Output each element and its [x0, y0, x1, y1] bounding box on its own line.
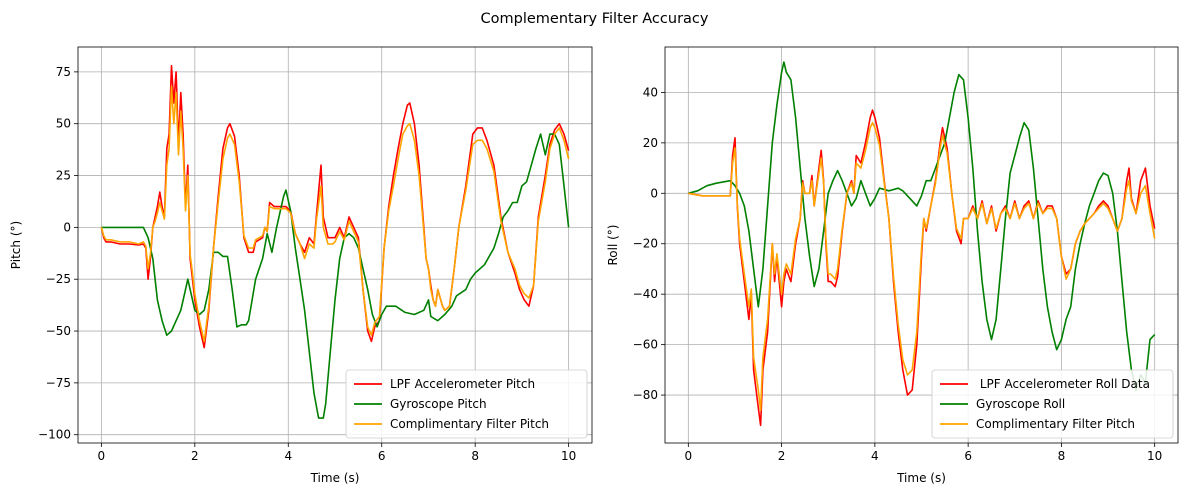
legend-label: Gyroscope Roll	[976, 397, 1065, 411]
x-tick-label: 8	[471, 449, 479, 463]
y-tick-label: −25	[46, 272, 71, 286]
y-tick-label: 20	[643, 136, 658, 150]
x-tick-label: 10	[1147, 449, 1162, 463]
x-tick-label: 0	[98, 449, 106, 463]
legend-label: LPF Accelerometer Roll Data	[976, 377, 1150, 391]
y-tick-label: 0	[63, 220, 71, 234]
y-tick-label: −75	[46, 376, 71, 390]
x-tick-label: 4	[284, 449, 292, 463]
legend-label: Complimentary Filter Pitch	[976, 417, 1135, 431]
y-tick-label: −100	[38, 428, 71, 442]
y-tick-label: −40	[633, 287, 658, 301]
roll-plot: 0 2 4 6 8 10 −80 −60 −40 −20 0 20 40 Time (s) Roll (°)…	[606, 46, 1179, 485]
legend-label: Complimentary Filter Pitch	[390, 417, 549, 431]
y-tick-label: −20	[633, 237, 658, 251]
x-tick-label: 8	[1058, 449, 1066, 463]
x-axis-label: Time (s)	[896, 471, 946, 485]
legend-box	[345, 369, 588, 439]
legend-box	[931, 369, 1174, 439]
y-tick-label: 25	[56, 169, 71, 183]
x-tick-label: 2	[191, 449, 199, 463]
y-axis-label: Pitch (°)	[9, 221, 23, 269]
y-tick-label: −80	[633, 388, 658, 402]
legend: LPF Accelerometer Roll Data Gyroscope Rol…	[931, 369, 1174, 439]
x-tick-label: 6	[378, 449, 386, 463]
axes-frame	[664, 46, 1179, 444]
y-tick-label: 50	[56, 117, 71, 131]
y-tick-label: 40	[643, 85, 658, 99]
axes-frame	[77, 46, 593, 444]
y-tick-label: −50	[46, 324, 71, 338]
series-line-2	[100, 85, 570, 343]
series-line-1	[101, 133, 570, 419]
x-tick-label: 10	[561, 449, 576, 463]
legend-label: Gyroscope Pitch	[390, 397, 487, 411]
figure-title: Complementary Filter Accuracy	[481, 11, 709, 27]
series-line-2	[688, 121, 1156, 411]
legend: LPF Accelerometer Pitch Gyroscope Pitch Co…	[345, 369, 588, 439]
series-line-1	[688, 61, 1156, 391]
y-axis-label: Roll (°)	[606, 225, 620, 266]
y-tick-label: 0	[650, 186, 658, 200]
pitch-plot: 0 2 4 6 8 10 −100 −75 −50 −25 0 25 50 75 Time (s) Pitch…	[9, 46, 593, 485]
x-axis-label: Time (s)	[310, 471, 360, 485]
y-tick-label: −60	[633, 338, 658, 352]
x-tick-label: 2	[778, 449, 786, 463]
legend-label: LPF Accelerometer Pitch	[390, 377, 535, 391]
y-tick-label: 75	[56, 65, 71, 79]
x-tick-label: 0	[684, 449, 692, 463]
x-tick-label: 6	[964, 449, 972, 463]
x-tick-label: 4	[871, 449, 879, 463]
